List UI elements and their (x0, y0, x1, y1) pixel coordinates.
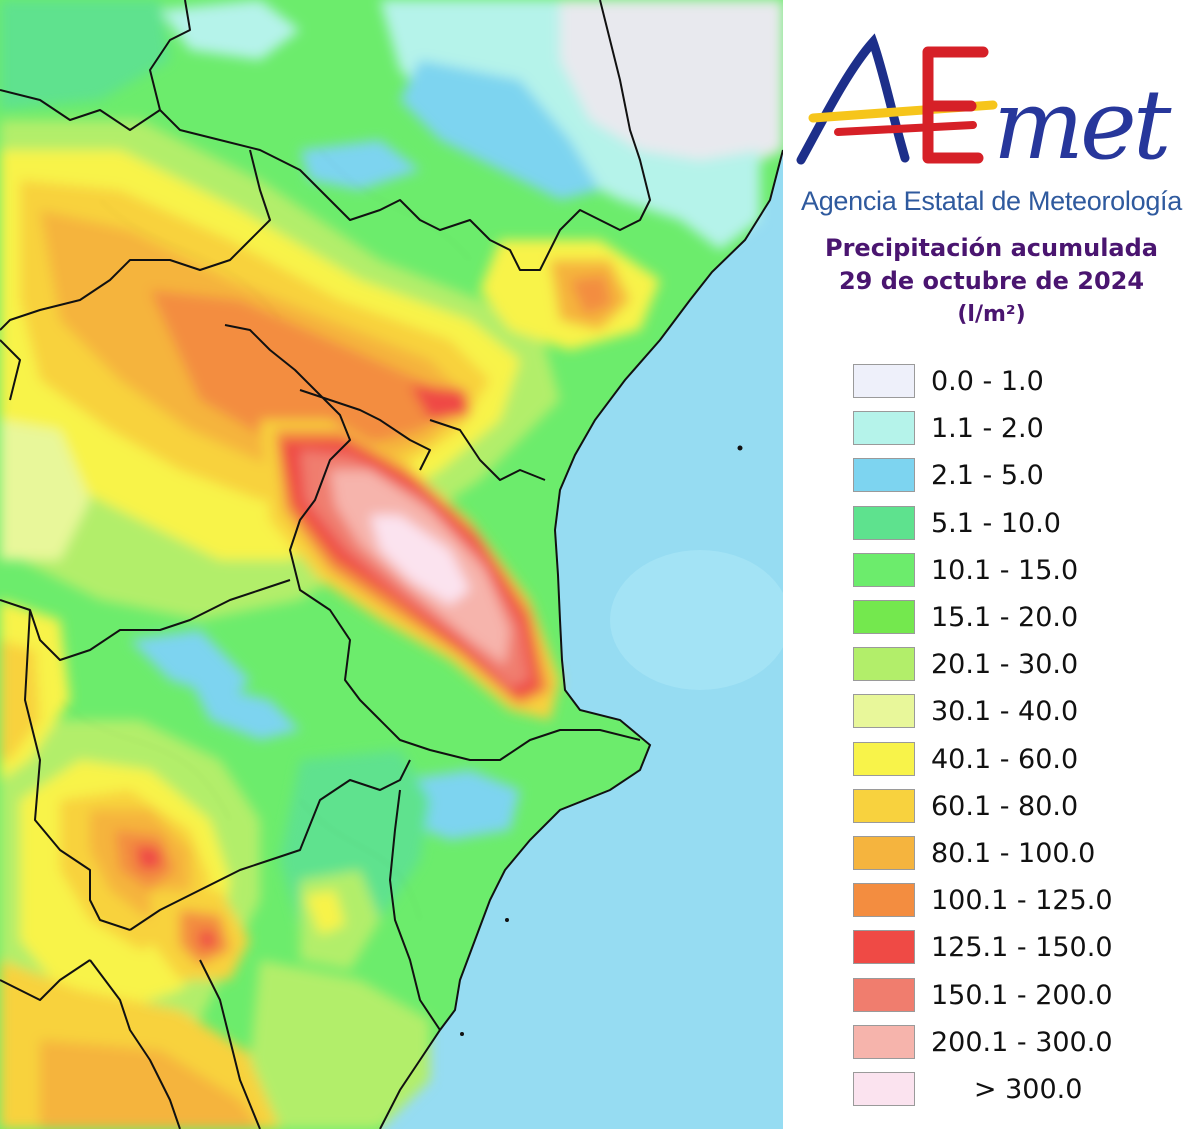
legend-swatch (853, 788, 915, 823)
side-panel: met Agencia Estatal de Meteorología Prec… (783, 0, 1200, 1129)
island-dot (737, 445, 743, 451)
legend-label: 0.0 - 1.0 (931, 366, 1044, 397)
legend-label: 100.1 - 125.0 (931, 885, 1113, 917)
legend-swatch (853, 552, 915, 587)
legend-label: 30.1 - 40.0 (931, 696, 1079, 728)
legend-label: 2.1 - 5.0 (931, 460, 1044, 492)
legend-item: > 300.0 (853, 1072, 1183, 1108)
legend-swatch (853, 647, 915, 682)
legend-item: 125.1 - 150.0 (853, 930, 1183, 966)
legend-swatch (853, 458, 915, 493)
map-title: Precipitación acumulada 29 de octubre de… (783, 232, 1200, 331)
legend-label: 125.1 - 150.0 (931, 932, 1113, 964)
legend-swatch (853, 741, 915, 776)
legend-swatch (853, 883, 915, 918)
aemet-logo: met Agencia Estatal de Meteorología (793, 18, 1193, 216)
legend-label: 40.1 - 60.0 (931, 743, 1079, 775)
relief-shading (59, 149, 471, 921)
legend-swatch (853, 1072, 915, 1106)
legend-item: 30.1 - 40.0 (853, 694, 1183, 730)
legend-item: 15.1 - 20.0 (853, 600, 1183, 636)
legend-swatch (853, 600, 915, 634)
legend-label: 10.1 - 15.0 (931, 554, 1079, 586)
coastline (379, 149, 783, 1129)
legend-item: 10.1 - 15.0 (853, 552, 1183, 589)
title-date: 29 de octubre de 2024 (838, 267, 1145, 295)
map-svg (0, 0, 783, 1129)
sea-shade (610, 550, 783, 690)
legend-label: 80.1 - 100.0 (931, 838, 1096, 869)
island-dot (505, 918, 509, 922)
legend-item: 150.1 - 200.0 (853, 977, 1183, 1014)
agency-name: Agencia Estatal de Meteorología (801, 186, 1182, 216)
legend-swatch (853, 836, 915, 870)
legend-swatch (853, 930, 915, 965)
legend-item: 100.1 - 125.0 (853, 883, 1183, 919)
province-borders (0, 0, 651, 1129)
legend-item: 1.1 - 2.0 (853, 411, 1183, 447)
legend-label: 200.1 - 300.0 (931, 1026, 1113, 1058)
precipitation-map (0, 0, 783, 1129)
legend-item: 200.1 - 300.0 (853, 1024, 1183, 1061)
legend-item: 60.1 - 80.0 (853, 788, 1183, 825)
legend-label: 5.1 - 10.0 (931, 507, 1061, 539)
legend-item: 2.1 - 5.0 (853, 458, 1183, 494)
legend-item: 20.1 - 30.0 (853, 647, 1183, 683)
svg-text:met: met (993, 69, 1172, 175)
legend-item: 5.1 - 10.0 (853, 505, 1183, 542)
legend-swatch (853, 1024, 915, 1059)
island-dot (460, 1032, 464, 1036)
legend-swatch (853, 364, 915, 398)
legend-item: 40.1 - 60.0 (853, 741, 1183, 778)
aemet-wordmark: met (796, 33, 1176, 175)
legend-swatch (853, 411, 915, 446)
title-unit: (l/m²) (957, 302, 1026, 327)
legend-label: 20.1 - 30.0 (931, 649, 1079, 681)
legend-label: 15.1 - 20.0 (931, 602, 1079, 633)
legend-label: 1.1 - 2.0 (931, 413, 1044, 445)
legend-swatch (853, 977, 915, 1012)
legend-label: 60.1 - 80.0 (931, 790, 1079, 822)
legend-label: > 300.0 (931, 1074, 1083, 1105)
legend-label: 150.1 - 200.0 (931, 979, 1113, 1011)
legend-swatch (853, 505, 915, 540)
legend-item: 0.0 - 1.0 (853, 364, 1183, 400)
precip-zones (0, 0, 783, 1129)
legend-item: 80.1 - 100.0 (853, 836, 1183, 872)
legend-swatch (853, 694, 915, 729)
title-line-1: Precipitación acumulada (824, 234, 1158, 262)
